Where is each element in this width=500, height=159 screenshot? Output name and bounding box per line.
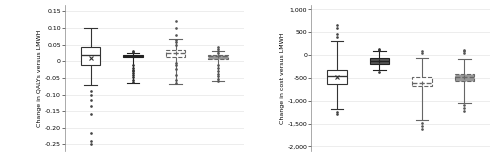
Bar bbox=[370, 58, 389, 64]
Bar bbox=[328, 70, 346, 84]
Y-axis label: Change in cost versus LMWH: Change in cost versus LMWH bbox=[280, 32, 284, 124]
Bar bbox=[208, 55, 228, 59]
Bar bbox=[81, 47, 100, 65]
Bar bbox=[412, 77, 432, 86]
Bar bbox=[166, 50, 185, 57]
Bar bbox=[124, 55, 142, 57]
Bar bbox=[455, 74, 474, 81]
Y-axis label: Change in QALYs versus LMWH: Change in QALYs versus LMWH bbox=[37, 29, 42, 127]
